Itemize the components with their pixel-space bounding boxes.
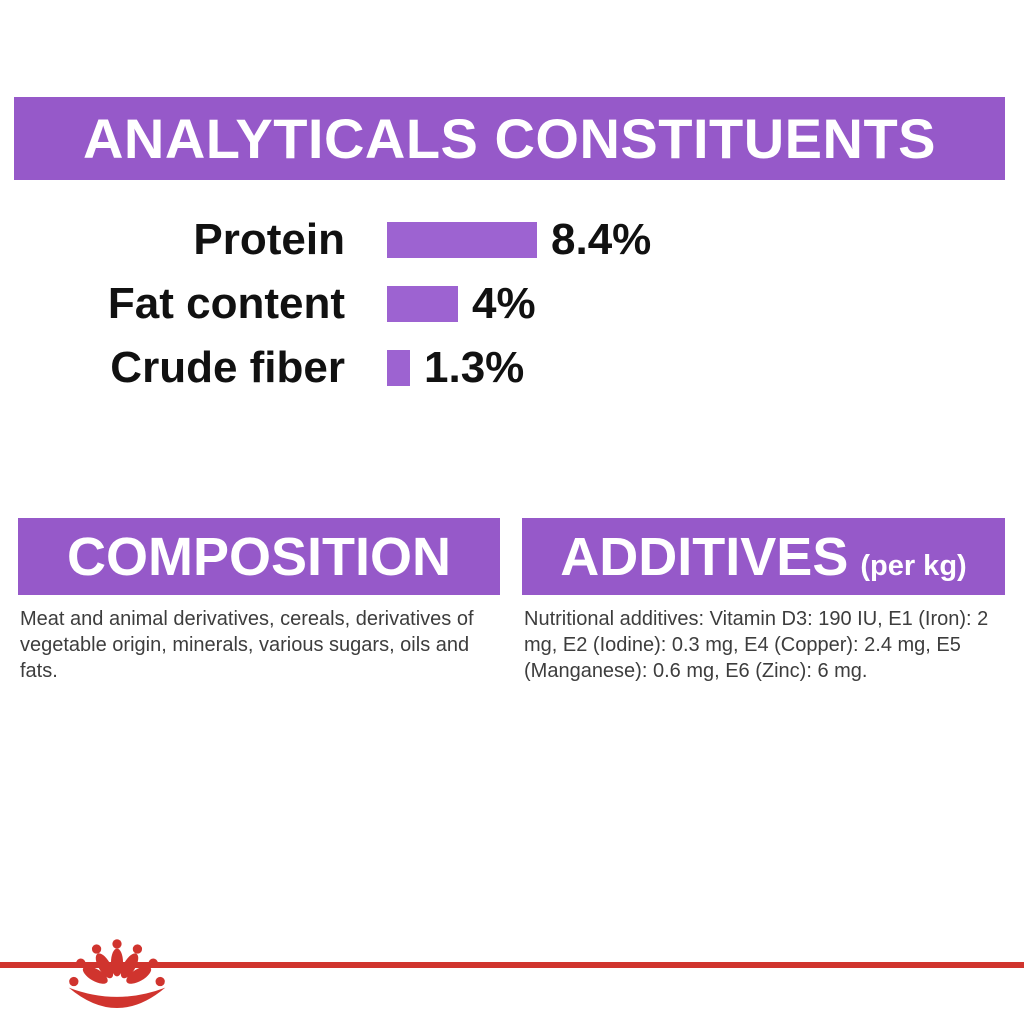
chart-row-protein: Protein 8.4% — [0, 208, 1024, 272]
chart-bar-track — [387, 350, 410, 386]
brand-divider-line — [0, 962, 1024, 968]
chart-label-protein: Protein — [193, 215, 345, 264]
additives-header: ADDITIVES (per kg) — [522, 518, 1005, 595]
chart-bar-track — [387, 286, 458, 322]
composition-header: COMPOSITION — [18, 518, 500, 595]
chart-value-fat-content: 4% — [472, 279, 536, 328]
composition-body: Meat and animal derivatives, cereals, de… — [20, 608, 474, 682]
chart-row-crude-fiber: Crude fiber 1.3% — [0, 336, 1024, 400]
chart-label-crude-fiber: Crude fiber — [110, 343, 345, 392]
analytical-constituents-header: ANALYTICALS CONSTITUENTS — [14, 97, 1005, 180]
composition-title: COMPOSITION — [66, 526, 451, 587]
additives-title: ADDITIVES — [560, 527, 849, 587]
chart-value-protein: 8.4% — [551, 215, 652, 264]
chart-bar-fat-content — [387, 286, 458, 322]
additives-title-suffix: (per kg) — [860, 550, 967, 582]
analytical-constituents-title: ANALYTICALS CONSTITUENTS — [82, 107, 937, 170]
chart-value-crude-fiber: 1.3% — [424, 343, 525, 392]
chart-bar-track — [387, 222, 537, 258]
analytical-constituents-chart: Protein 8.4% Fat content 4% Crude fiber … — [0, 208, 1024, 400]
royal-canin-crown-icon — [68, 939, 166, 1008]
chart-bar-crude-fiber — [387, 350, 410, 386]
chart-label-fat-content: Fat content — [107, 279, 345, 328]
chart-row-fat-content: Fat content 4% — [0, 272, 1024, 336]
chart-bar-protein — [387, 222, 537, 258]
additives-body: Nutritional additives: Vitamin D3: 190 I… — [524, 608, 989, 682]
